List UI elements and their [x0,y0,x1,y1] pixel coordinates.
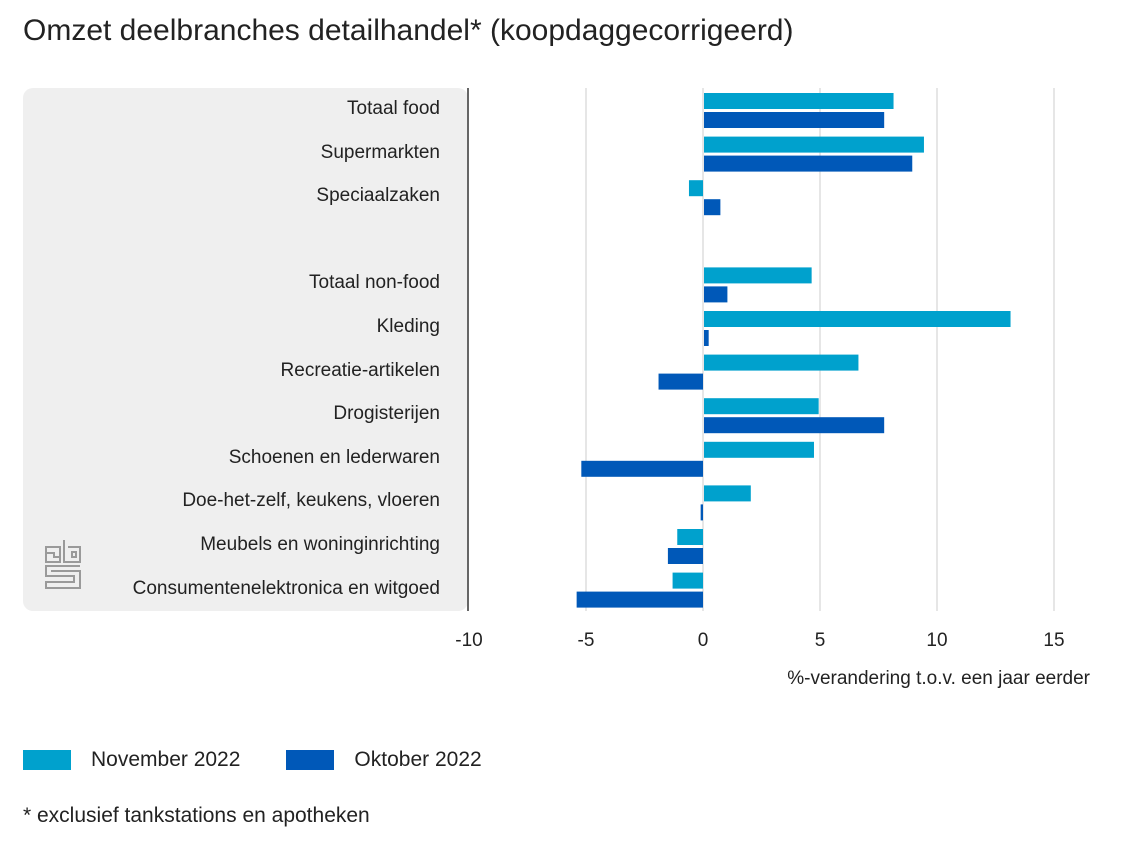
bar-november[interactable] [704,398,819,415]
bar-november[interactable] [672,572,703,589]
x-tick-label: -10 [455,630,483,651]
bar-oktober[interactable] [704,112,885,128]
legend-item-november[interactable]: November 2022 [23,748,240,772]
bar-oktober[interactable] [704,330,709,346]
cbs-logo-icon [45,540,81,589]
category-label: Totaal non-food [309,272,440,294]
category-label: Meubels en woninginrichting [200,534,440,555]
footnote: * exclusief tankstations en apotheken [23,804,370,827]
category-label: Totaal food [347,98,440,119]
category-label: Doe-het-zelf, keukens, vloeren [182,490,440,512]
bar-oktober[interactable] [704,417,885,434]
category-label: Kleding [376,316,440,337]
bar-november[interactable] [704,267,812,284]
bar-oktober[interactable] [658,373,703,390]
x-tick-label: 10 [926,630,948,651]
bar-oktober[interactable] [700,504,703,521]
bar-november[interactable] [704,136,924,153]
bar-november[interactable] [677,529,703,545]
x-tick-label: 0 [697,630,709,651]
bar-november[interactable] [704,93,894,109]
bar-november[interactable] [704,485,751,502]
bar-oktober[interactable] [704,155,913,172]
category-label: Recreatie-artikelen [280,359,440,381]
bar-oktober[interactable] [576,591,703,608]
chart-title: Omzet deelbranches detailhandel* (koopda… [23,14,794,47]
bar-oktober[interactable] [581,460,703,477]
category-axis-line [467,88,469,611]
legend-label-oktober: Oktober 2022 [354,748,482,771]
legend-swatch-oktober [286,750,335,770]
category-label: Consumentenelektronica en witgoed [132,577,440,599]
bar-oktober[interactable] [704,286,728,303]
x-tick-label: -5 [577,630,595,651]
bar-november[interactable] [688,180,703,197]
legend-label-november: November 2022 [91,748,241,771]
legend: November 2022 Oktober 2022 [23,748,528,772]
legend-swatch-november [23,750,71,770]
bar-november[interactable] [704,354,859,371]
category-label: Schoenen en lederwaren [228,446,440,468]
x-tick-label: 5 [814,630,826,651]
bar-november[interactable] [704,441,814,458]
category-label: Supermarkten [320,141,440,163]
bar-november[interactable] [704,311,1011,327]
legend-item-oktober[interactable]: Oktober 2022 [286,748,482,772]
x-axis-label: %-verandering t.o.v. een jaar eerder [787,668,1090,689]
x-tick-label: 15 [1043,630,1065,651]
bar-oktober[interactable] [704,199,721,216]
category-label: Drogisterijen [333,403,440,425]
category-label: Speciaalzaken [316,185,440,207]
category-label-panel [23,88,468,611]
bar-oktober[interactable] [667,548,703,564]
